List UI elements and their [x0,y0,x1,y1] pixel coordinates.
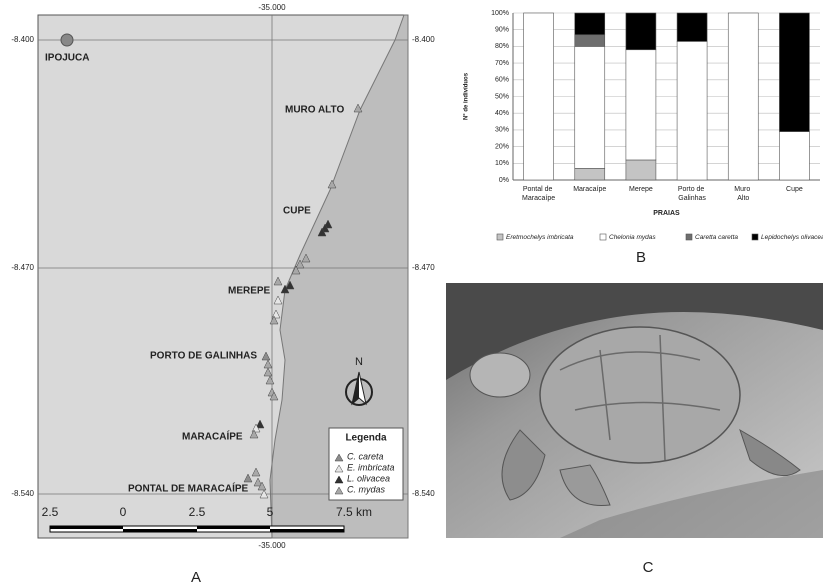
y-axis-title: N° de indivíduos [464,72,470,120]
y-tick-label: 70% [495,60,509,67]
x-axis-title: PRAIAS [653,210,680,217]
legend-swatch [600,234,606,240]
place-label: CUPE [283,206,311,217]
x-tick-label: Pontal de Maracaípe [522,186,555,202]
y-tick-label: 10% [495,160,509,167]
legend-swatch [686,234,692,240]
place-label: PONTAL DE MARACAÍPE [128,482,249,495]
panel-label: A [191,569,201,586]
y-tick-label: 40% [495,110,509,117]
map-legend: Legenda C. careta E. imbricata L. olivac… [329,428,403,500]
y-tick-label: 0% [499,177,509,184]
coord-label: -35.000 [258,541,286,550]
bar-segment [626,13,656,50]
legend-swatch [752,234,758,240]
y-tick-label: 20% [495,143,509,150]
scale-label: 7.5 km [336,505,372,519]
x-tick-label: Maracaípe [573,186,606,193]
legend-item: C. mydas [347,484,386,494]
legend-label: Chelonia mydas [609,234,656,241]
place-label: PORTO DE GALINHAS [150,351,257,362]
legend-swatch [497,234,503,240]
y-tick-label: 50% [495,93,509,100]
bar-segment [626,50,656,160]
photo [446,283,823,538]
y-tick-label: 30% [495,127,509,134]
map: -35.000 -35.000 -8.400 -8.470 -8.540 -8.… [11,3,435,550]
bar-segment [575,46,605,168]
bar-segment [626,160,656,180]
bar-segment [779,132,809,180]
bar-segment [728,13,758,180]
coord-label: -8.540 [11,489,34,498]
place-label: MEREPE [228,286,271,297]
x-tick-label: Cupe [786,186,803,193]
panel-label: B [636,249,646,266]
place-label: MURO ALTO [285,105,344,116]
legend-title: Legenda [345,433,387,444]
x-tick-label: Merepe [629,186,653,193]
bar-segment [779,13,809,132]
y-tick-label: 100% [491,10,509,17]
bar-segment [575,35,605,47]
legend-label: Caretta caretta [695,234,738,241]
coord-label: -8.470 [11,263,34,272]
coord-label: -8.400 [11,35,34,44]
north-label: N [355,356,363,368]
scale-label: 2.5 [42,505,59,519]
coord-label: -35.000 [258,3,286,12]
coord-label: -8.400 [412,35,435,44]
panel-label: C [643,559,654,576]
figure: -35.000 -35.000 -8.400 -8.470 -8.540 -8.… [0,0,823,587]
y-tick-label: 90% [495,27,509,34]
legend-item: C. careta [347,451,384,461]
bar-segment [677,41,707,180]
x-tick-label: Muro Alto [734,186,752,202]
y-tick-label: 80% [495,43,509,50]
scale-label: 0 [120,505,127,519]
scale-label: 5 [267,505,274,519]
legend-item: L. olivacea [347,473,390,483]
place-label: MARACAÍPE [182,430,243,443]
y-tick-label: 60% [495,77,509,84]
legend-item: E. imbricata [347,462,395,472]
coord-label: -8.470 [412,263,435,272]
bar-segment [524,13,554,180]
legend-label: Eretmochelys imbricata [506,234,574,241]
scale-label: 2.5 [189,505,206,519]
coord-label: -8.540 [412,489,435,498]
bar-chart: 0% 10% 20% 30% 40% 50% 60% 70% 80% 90% 100% N° de i… [464,10,823,241]
bar-segment [575,13,605,35]
bar-segment [575,168,605,180]
town-marker [61,34,73,46]
legend-label: Lepidochelys olivacea [761,234,823,241]
x-tick-label: Porto de Galinhas [678,186,707,202]
bar-segment [677,13,707,41]
place-label: IPOJUCA [45,53,89,64]
